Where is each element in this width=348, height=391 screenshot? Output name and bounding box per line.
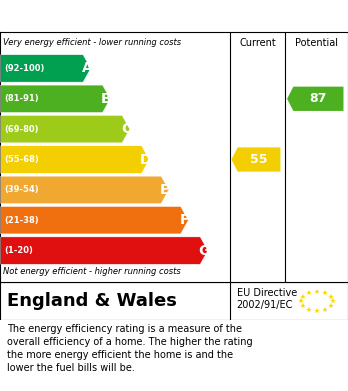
Text: B: B bbox=[101, 92, 112, 106]
Polygon shape bbox=[1, 55, 91, 82]
Text: Not energy efficient - higher running costs: Not energy efficient - higher running co… bbox=[3, 267, 181, 276]
Text: England & Wales: England & Wales bbox=[7, 292, 177, 310]
Text: (69-80): (69-80) bbox=[4, 125, 39, 134]
Text: (1-20): (1-20) bbox=[4, 246, 33, 255]
Text: D: D bbox=[140, 152, 151, 167]
Text: (39-54): (39-54) bbox=[4, 185, 39, 194]
Text: 87: 87 bbox=[310, 92, 327, 105]
Text: (81-91): (81-91) bbox=[4, 94, 39, 103]
Text: G: G bbox=[198, 244, 210, 258]
Text: Very energy efficient - lower running costs: Very energy efficient - lower running co… bbox=[3, 38, 182, 47]
Polygon shape bbox=[1, 85, 110, 113]
Text: (92-100): (92-100) bbox=[4, 64, 45, 73]
Text: 55: 55 bbox=[250, 153, 268, 166]
Text: EU Directive
2002/91/EC: EU Directive 2002/91/EC bbox=[237, 288, 297, 310]
Text: F: F bbox=[180, 213, 189, 227]
Polygon shape bbox=[287, 87, 343, 111]
Text: Potential: Potential bbox=[295, 38, 338, 48]
Text: C: C bbox=[121, 122, 131, 136]
Text: A: A bbox=[81, 61, 92, 75]
Text: (55-68): (55-68) bbox=[4, 155, 39, 164]
Polygon shape bbox=[1, 176, 169, 204]
Text: Current: Current bbox=[239, 38, 276, 48]
Text: Energy Efficiency Rating: Energy Efficiency Rating bbox=[10, 9, 220, 23]
Polygon shape bbox=[1, 206, 188, 234]
Text: The energy efficiency rating is a measure of the
overall efficiency of a home. T: The energy efficiency rating is a measur… bbox=[7, 323, 253, 373]
Polygon shape bbox=[231, 147, 280, 172]
Text: (21-38): (21-38) bbox=[4, 216, 39, 225]
Polygon shape bbox=[1, 146, 149, 173]
Polygon shape bbox=[1, 237, 208, 264]
Text: E: E bbox=[160, 183, 170, 197]
Polygon shape bbox=[1, 115, 130, 143]
